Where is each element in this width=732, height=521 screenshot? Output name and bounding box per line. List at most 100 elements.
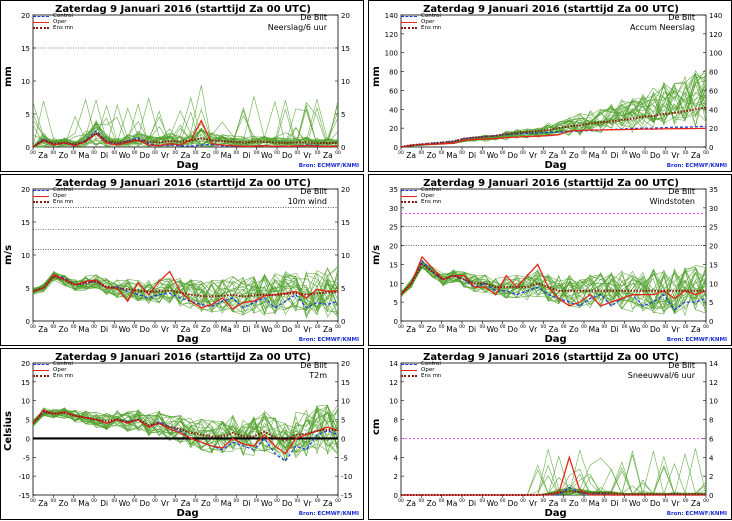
x-day-label: Zo [59, 499, 69, 508]
ensemble-member-line [32, 271, 339, 316]
y-tick-label: 10 [21, 398, 30, 406]
x-hour-label: 00 [683, 324, 689, 330]
x-hour-label: 00 [479, 498, 485, 504]
plot-frame [32, 362, 339, 496]
x-hour-label: 00 [294, 498, 300, 504]
y-tick-label-right: 8 [709, 417, 713, 425]
legend-swatch [401, 369, 417, 371]
y-tick-label: 15 [21, 379, 30, 387]
y-tick-label-right: 35 [709, 186, 718, 194]
variable-label: 10m wind [287, 197, 327, 206]
x-hour-label: 00 [540, 498, 546, 504]
y-tick-label-right: 14 [709, 360, 718, 368]
x-day-label: Vr [303, 499, 312, 508]
location-label: De Bilt [300, 13, 327, 22]
x-hour-label: 00 [315, 150, 321, 156]
x-day-label: Di [243, 499, 251, 508]
ensemble-member-line [32, 404, 339, 457]
x-day-label: Do [282, 499, 293, 508]
x-day-label: Ma [446, 499, 457, 508]
x-hour-label: 00 [193, 324, 199, 330]
source-label: Bron: ECMWF/KNMI [298, 337, 359, 343]
ensemble-member-line [32, 409, 339, 453]
x-hour-label: 00 [540, 150, 546, 156]
chart-legend: Control Oper Ens mn [401, 187, 441, 205]
x-hour-label: 00 [152, 498, 158, 504]
x-day-label: Do [140, 325, 151, 334]
x-day-label: Do [508, 151, 519, 160]
x-day-label: Vr [529, 151, 538, 160]
legend-item-ensmn: Ens mn [33, 373, 73, 379]
plot-frame [400, 188, 707, 322]
x-hour-label: 00 [152, 324, 158, 330]
x-hour-label: 00 [233, 498, 239, 504]
y-tick-label-right: 80 [709, 69, 718, 77]
legend-swatch [33, 363, 49, 365]
y-tick-label: 5 [26, 417, 30, 425]
y-axis-label: cm [371, 419, 382, 436]
x-hour-label: 00 [233, 324, 239, 330]
y-tick-label: 20 [21, 186, 30, 194]
x-day-label: Vr [671, 151, 680, 160]
x-hour-label: 00 [500, 150, 506, 156]
control-series-line [32, 274, 339, 309]
x-hour-label: 00 [335, 324, 341, 330]
x-day-label: Za [38, 325, 48, 334]
legend-label: Ens mn [421, 25, 442, 31]
x-hour-label: 00 [601, 498, 607, 504]
x-day-label: Do [650, 325, 661, 334]
y-tick-label-right: 20 [341, 12, 350, 20]
y-tick-label-right: 15 [341, 219, 350, 227]
location-label: De Bilt [668, 361, 695, 370]
x-hour-label: 00 [193, 498, 199, 504]
legend-label: Control [421, 361, 441, 367]
x-day-label: Zo [569, 325, 579, 334]
chart-title: Zaterdag 9 Januari 2016 (starttijd Za 00… [55, 352, 311, 363]
oper-series-line [32, 409, 339, 455]
x-hour-label: 00 [111, 150, 117, 156]
variable-label: Sneeuwval/6 uur [627, 371, 695, 380]
x-day-label: Zo [427, 151, 437, 160]
y-tick-label: 0 [26, 435, 30, 443]
x-hour-label: 00 [703, 498, 709, 504]
y-tick-label-right: 2 [709, 473, 713, 481]
y-tick-label: 15 [21, 45, 30, 53]
y-tick-label: 20 [389, 243, 398, 251]
y-tick-label-right: 0 [709, 318, 713, 326]
y-tick-label-right: 4 [709, 454, 714, 462]
y-tick-label-right: 10 [709, 280, 718, 288]
x-day-label: Ma [78, 151, 89, 160]
x-hour-label: 00 [662, 324, 668, 330]
location-label: De Bilt [668, 13, 695, 22]
x-hour-label: 00 [500, 498, 506, 504]
oper-series-line [401, 455, 706, 496]
y-tick-label: 20 [21, 12, 30, 20]
x-hour-label: 00 [622, 324, 628, 330]
x-day-label: Vr [529, 499, 538, 508]
legend-item-oper: Oper [401, 19, 441, 25]
x-day-label: Za [181, 325, 191, 334]
x-day-label: Wo [261, 151, 273, 160]
source-label: Bron: ECMWF/KNMI [666, 511, 727, 517]
x-hour-label: 00 [71, 150, 77, 156]
y-axis-label: mm [3, 66, 14, 88]
ensemble-member-line [32, 276, 339, 315]
y-tick-label-right: -5 [341, 454, 348, 462]
source-label: Bron: ECMWF/KNMI [666, 337, 727, 343]
ensemble-member-line [401, 449, 707, 496]
x-day-label: Zo [427, 499, 437, 508]
x-day-label: Do [140, 499, 151, 508]
x-day-label: Wo [629, 325, 641, 334]
x-day-label: Za [691, 325, 701, 334]
x-day-label: Za [691, 499, 701, 508]
x-hour-label: 00 [683, 498, 689, 504]
x-hour-label: 00 [561, 324, 567, 330]
y-tick-label-right: 0 [341, 144, 345, 152]
y-tick-label: 20 [389, 125, 398, 133]
legend-label: Oper [421, 19, 435, 25]
variable-label: Neerslag/6 uur [267, 23, 327, 32]
x-day-label: Za [38, 499, 48, 508]
x-hour-label: 00 [213, 498, 219, 504]
legend-label: Ens mn [53, 199, 74, 205]
legend-item-ensmn: Ens mn [401, 199, 441, 205]
